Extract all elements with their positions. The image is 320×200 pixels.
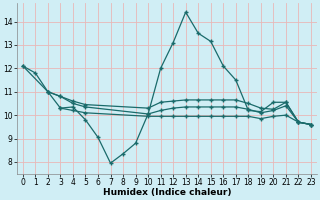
X-axis label: Humidex (Indice chaleur): Humidex (Indice chaleur): [103, 188, 231, 197]
